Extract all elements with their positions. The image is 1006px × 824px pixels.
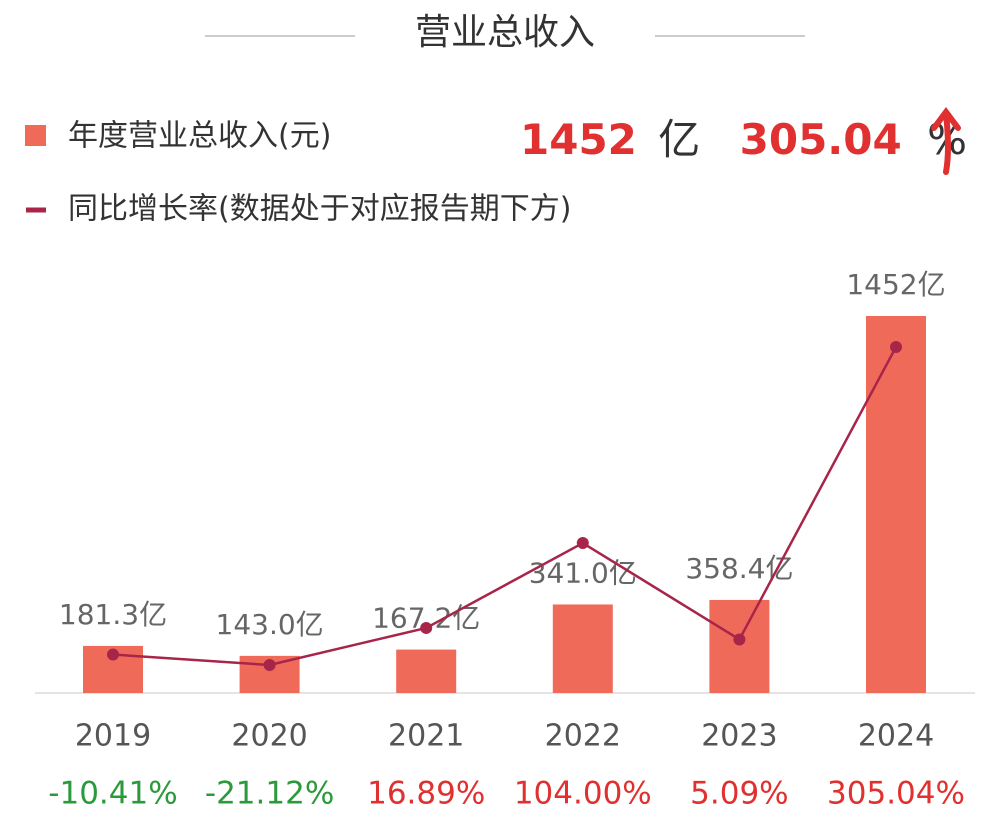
value-label: 143.0亿 — [216, 608, 324, 641]
rate-label: 305.04% — [827, 776, 965, 812]
legend-label: 同比增长率(数据处于对应报告期下方) — [68, 192, 571, 227]
legend-label: 年度营业总收入(元) — [68, 119, 331, 154]
rate-label: -21.12% — [205, 776, 334, 812]
rate-label: -10.41% — [48, 776, 177, 812]
legend-swatch — [25, 125, 46, 146]
line-point — [107, 648, 119, 661]
bar — [866, 316, 926, 693]
rate-label: 16.89% — [367, 776, 485, 812]
line-point — [733, 633, 746, 646]
line-point — [263, 659, 276, 671]
headline: 1452 亿 305.04 % — [520, 115, 967, 164]
x-tick-label: 2023 — [701, 719, 777, 754]
headline-unit: 亿 — [658, 115, 700, 164]
line-point — [576, 537, 589, 550]
bar — [396, 649, 457, 693]
headline-rate: 305.04 — [740, 115, 902, 164]
bar — [552, 604, 613, 693]
value-label: 341.0亿 — [529, 556, 637, 589]
rate-label: 5.09% — [690, 776, 788, 812]
line-point — [890, 341, 902, 353]
up-arrow — [931, 107, 961, 175]
x-tick-label: 2022 — [545, 719, 621, 754]
x-tick-label: 2024 — [858, 719, 934, 754]
value-label: 1452亿 — [846, 268, 945, 301]
rate-label: 104.00% — [514, 776, 652, 812]
value-label: 358.4亿 — [685, 552, 793, 585]
x-tick-label: 2019 — [75, 719, 151, 754]
bar — [709, 599, 770, 693]
headline-value: 1452 — [520, 115, 637, 164]
line-point — [420, 621, 433, 634]
chart-title: 营业总收入 — [415, 12, 595, 53]
value-label: 181.3亿 — [59, 598, 167, 631]
line — [112, 346, 898, 667]
x-tick-label: 2020 — [231, 719, 307, 754]
x-tick-label: 2021 — [388, 719, 464, 754]
